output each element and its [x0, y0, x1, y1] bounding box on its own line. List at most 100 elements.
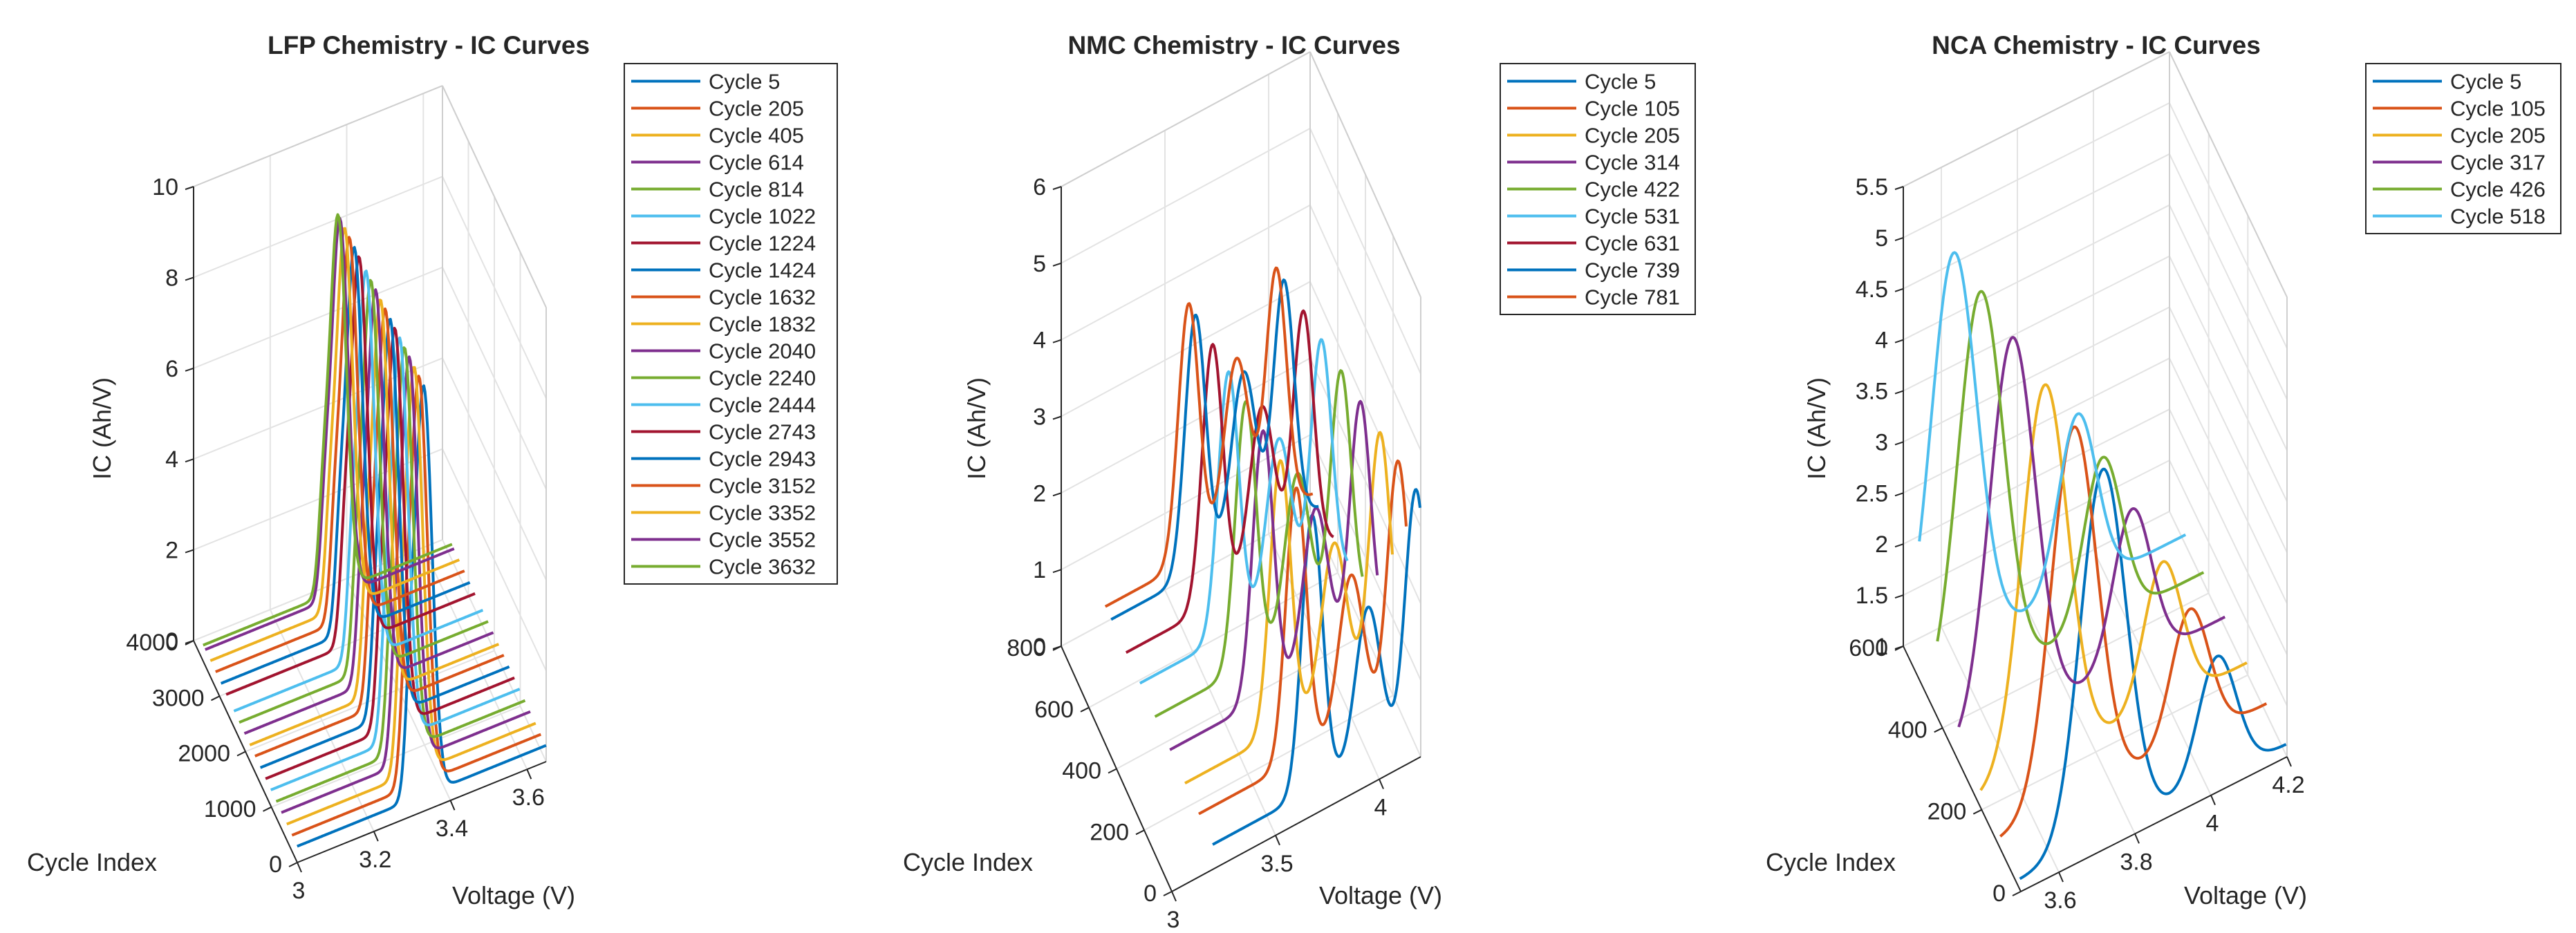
z-tick [1894, 288, 1904, 292]
pane-edge [193, 85, 443, 187]
legend-item: Cycle 317 [2450, 151, 2546, 175]
legend: Cycle 5 Cycle 105 Cycle 205 Cycle 314 Cycle … [1500, 63, 1696, 315]
z-tick [1052, 415, 1062, 420]
legend-item: Cycle 105 [1585, 97, 1680, 121]
z-tick-label: 4.5 [1856, 276, 1888, 303]
legend-item: Cycle 2040 [709, 339, 816, 364]
series-line-cycle-614 [281, 355, 531, 814]
series-line-cycle-205 [1979, 383, 2248, 791]
grid-line [245, 650, 495, 753]
z-tick-label: 2 [1033, 480, 1046, 507]
z-tick-label: 8 [165, 265, 178, 291]
y-tick [1080, 706, 1090, 713]
grid-line [2169, 511, 2288, 757]
y-tick [263, 806, 272, 812]
series-line-cycle-5 [1212, 488, 1421, 846]
x-tick-label: 4 [1374, 795, 1388, 821]
x-tick [1171, 891, 1177, 902]
z-tick [1894, 236, 1904, 241]
x-tick [526, 769, 532, 780]
legend-item: Cycle 531 [1585, 205, 1680, 229]
legend-item: Cycle 3352 [709, 501, 816, 525]
grid-line [1144, 695, 1394, 831]
legend-item: Cycle 314 [1585, 151, 1680, 175]
grid-line [1061, 511, 1311, 647]
z-tick [1894, 645, 1904, 650]
legend-item: Cycle 3632 [709, 555, 816, 579]
series-line-cycle-105 [1198, 459, 1408, 816]
grid-line [1903, 357, 2170, 494]
x-tick-label: 4 [2206, 811, 2219, 837]
z-tick [1894, 492, 1904, 497]
legend-item: Cycle 614 [709, 151, 804, 175]
legend-item: Cycle 781 [1585, 285, 1680, 310]
y-tick [1135, 829, 1145, 836]
y-axis-label: Cycle Index [27, 848, 157, 876]
legend-item: Cycle 5 [1585, 70, 1656, 94]
y-tick-label: 0 [269, 851, 282, 878]
y-tick [1934, 727, 1943, 733]
legend-box [2365, 63, 2561, 234]
pane-edge [1309, 51, 1421, 298]
y-tick [211, 695, 220, 701]
x-tick [373, 831, 379, 842]
z-tick-label: 5 [1875, 225, 1888, 252]
y-tick-label: 600 [1034, 697, 1074, 723]
pane-edge [442, 85, 547, 308]
grid-line [1061, 281, 1311, 417]
legend: Cycle 5 Cycle 205 Cycle 405 Cycle 614 Cycle … [624, 63, 838, 585]
x-tick-label: 3 [292, 878, 306, 904]
x-tick [2286, 756, 2292, 767]
legend-item: Cycle 2444 [709, 393, 816, 417]
grid-line [1061, 127, 1311, 264]
z-tick [185, 458, 194, 463]
x-tick-label: 3.6 [2044, 887, 2076, 914]
x-axis-label: Voltage (V) [1319, 881, 1442, 910]
x-tick [2210, 795, 2216, 806]
z-tick-label: 4 [165, 446, 178, 473]
grid-line [2169, 102, 2288, 349]
grid-line [271, 705, 521, 808]
pane-edge [1903, 51, 2170, 187]
y-tick-label: 3000 [152, 685, 205, 711]
series-group [203, 213, 547, 848]
series-line-cycle-3552 [204, 216, 455, 651]
grid [1903, 51, 2288, 892]
legend-item: Cycle 5 [2450, 70, 2521, 94]
grid-line [2169, 256, 2288, 502]
grid-line [193, 266, 443, 369]
grid-line [1309, 205, 1421, 451]
legend-item: Cycle 205 [709, 97, 804, 121]
x-axis-label: Voltage (V) [452, 881, 575, 910]
legend-item: Cycle 5 [709, 70, 780, 94]
series-group [1918, 251, 2287, 880]
z-tick [1052, 186, 1062, 190]
legend-item: Cycle 405 [709, 124, 804, 148]
series-line-cycle-426 [1936, 290, 2205, 645]
legend-item: Cycle 205 [1585, 124, 1680, 148]
z-tick [1894, 543, 1904, 548]
z-tick [1894, 339, 1904, 343]
series-line-cycle-781 [1104, 266, 1314, 608]
legend-item: Cycle 1022 [709, 205, 816, 229]
y-tick [2012, 891, 2022, 896]
y-tick-label: 400 [1888, 717, 1928, 743]
y-tick [1972, 809, 1982, 815]
series-line-cycle-2240 [239, 279, 489, 724]
grid-line [2169, 205, 2288, 451]
x-tick [2134, 833, 2140, 844]
series-line-cycle-317 [1957, 336, 2226, 728]
x-axis-line [2020, 756, 2288, 892]
z-tick-label: 1 [1875, 634, 1888, 660]
legend-item: Cycle 2240 [709, 366, 816, 390]
z-tick-label: 2 [1875, 531, 1888, 558]
pane-edge [2169, 51, 2288, 298]
y-tick [1108, 768, 1117, 774]
legend-item: Cycle 814 [709, 178, 804, 202]
grid-line [1903, 306, 2170, 443]
z-tick-label: 5.5 [1856, 174, 1888, 200]
series-group [1104, 266, 1421, 846]
chart-title: LFP Chemistry - IC Curves [268, 31, 590, 59]
grid-line [2169, 408, 2288, 655]
legend-item: Cycle 1632 [709, 285, 816, 310]
